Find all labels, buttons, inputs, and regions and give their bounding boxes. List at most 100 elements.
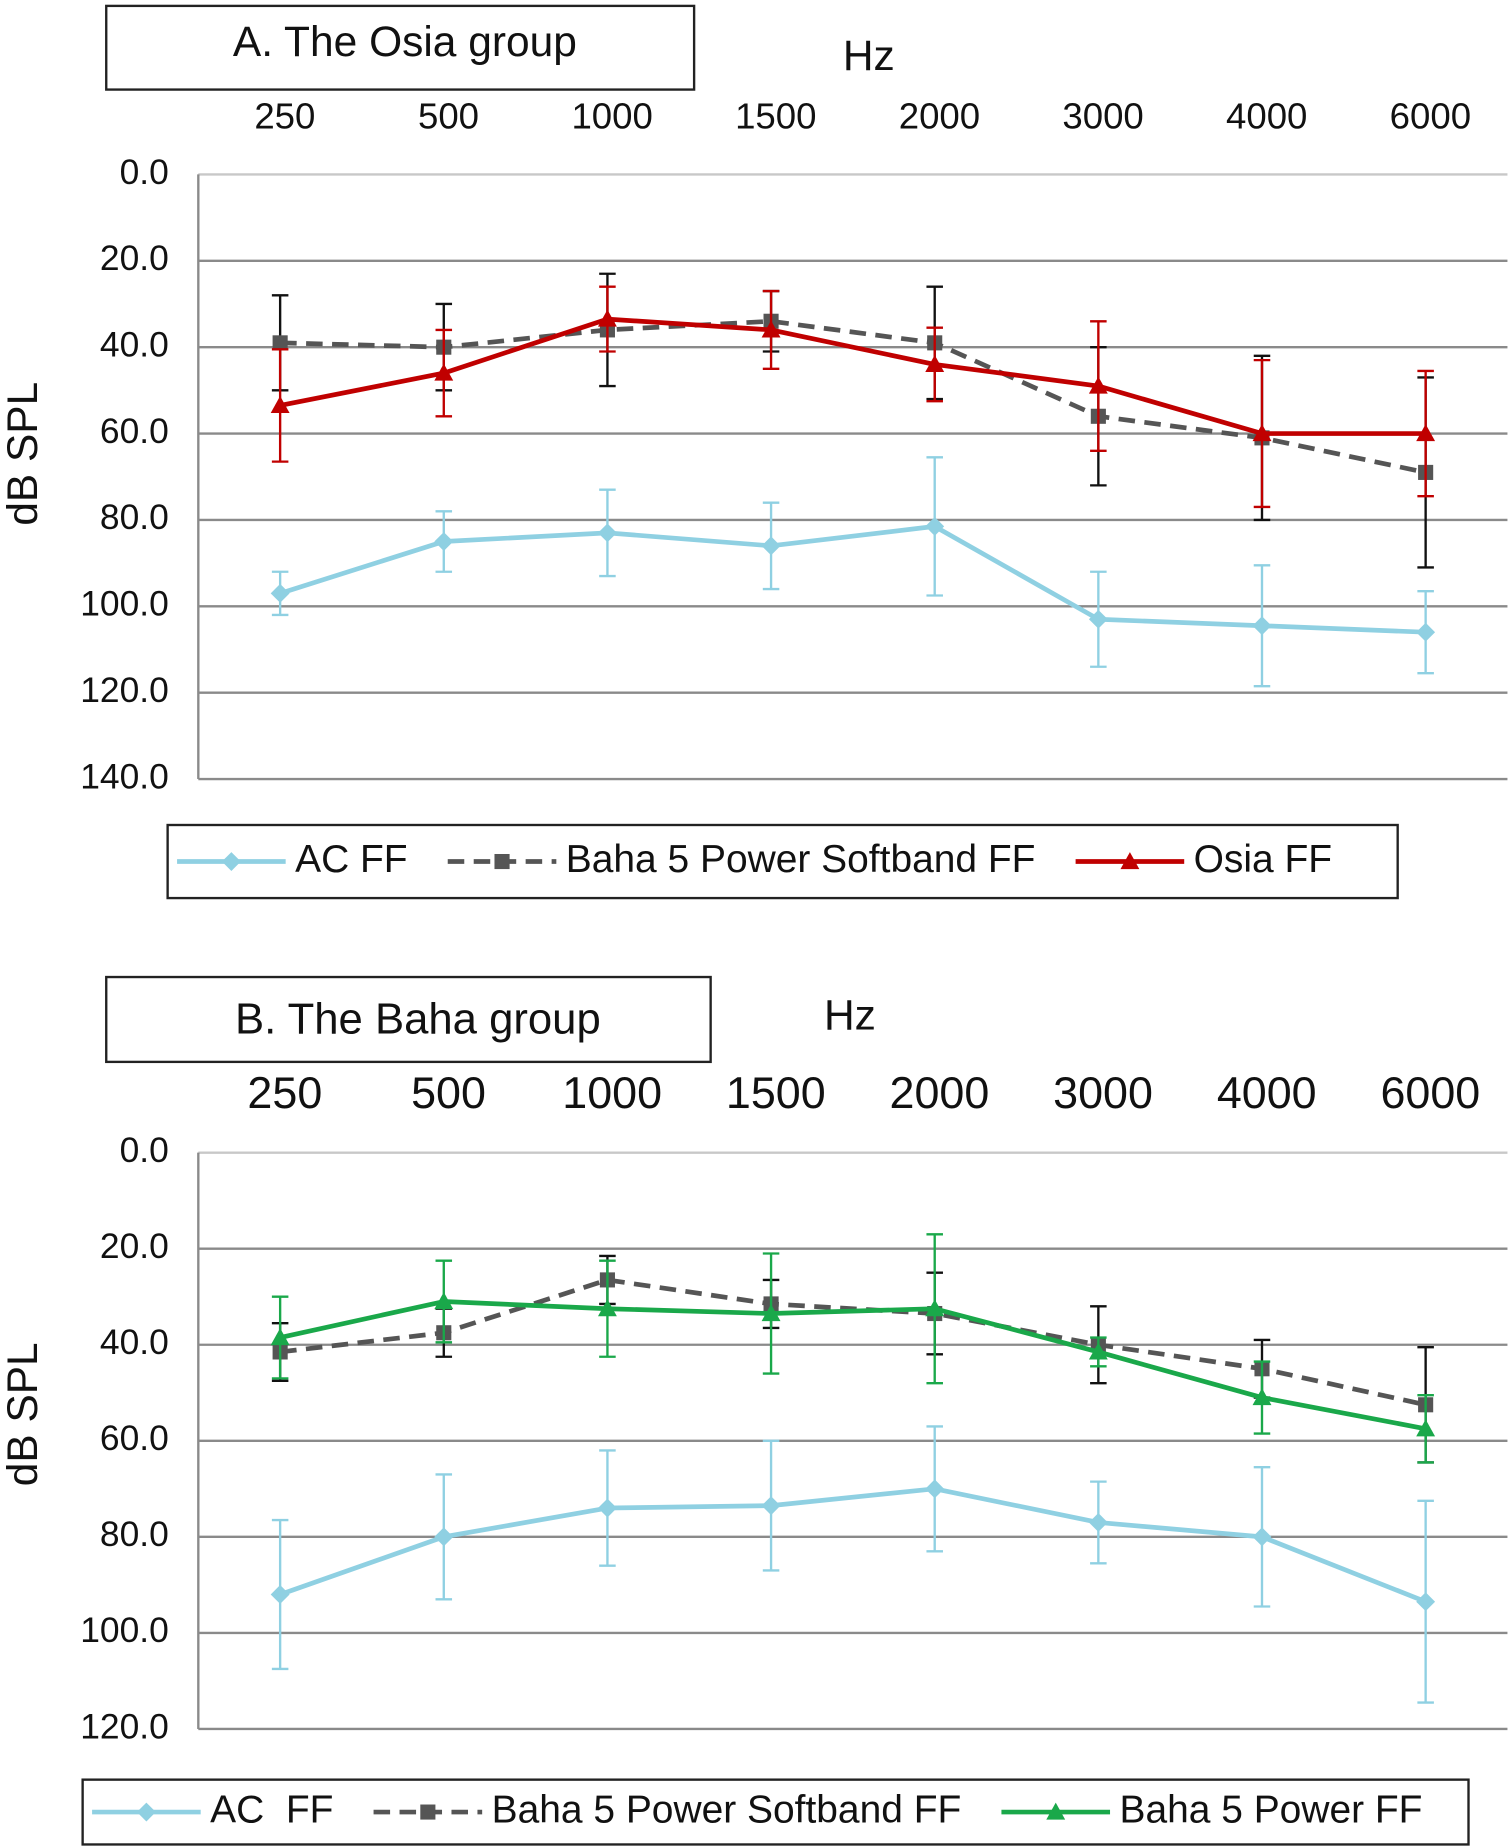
- x-tick-label: 1000: [562, 1068, 662, 1118]
- series-line: [280, 318, 1427, 475]
- data-point: [1416, 1592, 1436, 1612]
- chart-title: B. The Baha group: [235, 994, 601, 1043]
- data-point: [925, 355, 945, 372]
- series-line: [279, 524, 1426, 635]
- y-tick-label: 40.0: [100, 1323, 169, 1362]
- x-tick-label: 250: [247, 1068, 322, 1118]
- y-tick-label: 120.0: [80, 1707, 169, 1746]
- series: [270, 1425, 1436, 1704]
- x-tick-label: 500: [418, 96, 479, 137]
- legend: AC FF Baha 5 Power Softband FF Osia FF: [166, 823, 1399, 900]
- data-point: [1252, 616, 1272, 636]
- series-line: [279, 1277, 1427, 1408]
- x-tick-label: 6000: [1390, 96, 1471, 137]
- x-tick-label: 3000: [1053, 1068, 1153, 1118]
- x-tick-label: 2000: [890, 1068, 990, 1118]
- series: [270, 285, 1436, 509]
- data-point: [1416, 1419, 1436, 1437]
- legend-marker: [1046, 1802, 1066, 1820]
- data-point: [1416, 622, 1436, 642]
- y-tick-label: 80.0: [100, 498, 169, 537]
- chart-panel: A. The Osia group Hz dB SPL 0.0 20.0 40.0 60.0…: [0, 4, 1508, 900]
- data-point: [1252, 1527, 1272, 1547]
- y-tick-label: 20.0: [100, 1227, 169, 1266]
- x-tick-label: 500: [411, 1068, 486, 1118]
- legend-label: Baha 5 Power Softband FF: [566, 838, 1036, 881]
- data-point: [434, 1527, 454, 1547]
- legend-marker: [494, 853, 510, 870]
- data-point: [597, 309, 617, 327]
- data-point: [272, 335, 288, 351]
- y-tick-label: 100.0: [80, 1611, 169, 1650]
- x-tick-label: 250: [254, 96, 315, 137]
- legend-box: [166, 823, 1399, 900]
- data-point: [270, 1585, 290, 1604]
- data-point: [761, 1304, 781, 1322]
- series: [270, 1233, 1436, 1464]
- data-point: [761, 320, 781, 338]
- data-point: [597, 1299, 617, 1317]
- legend: AC FF Baha 5 Power Softband FF Baha 5 Powe…: [81, 1778, 1470, 1846]
- y-tick-label: 100.0: [80, 585, 169, 624]
- series-line: [279, 316, 1426, 436]
- data-point: [597, 523, 617, 543]
- data-point: [1088, 609, 1108, 629]
- x-tick-label: 6000: [1380, 1068, 1480, 1118]
- legend-label: AC FF: [295, 838, 407, 881]
- legend-marker: [221, 852, 241, 871]
- y-tick-label: 60.0: [100, 412, 169, 451]
- legend-label: Baha 5 Power Softband FF: [492, 1788, 962, 1831]
- series: [270, 456, 1436, 688]
- legend-box: [81, 1778, 1470, 1846]
- data-point: [434, 363, 454, 381]
- y-axis-label: dB SPL: [0, 382, 46, 526]
- data-point: [925, 1299, 945, 1317]
- data-point: [434, 532, 454, 551]
- data-point: [1252, 424, 1272, 442]
- legend-marker: [1120, 852, 1140, 870]
- x-axis-label: Hz: [843, 32, 895, 79]
- data-point: [434, 1292, 454, 1310]
- y-tick-label: 60.0: [100, 1419, 169, 1458]
- data-point: [270, 396, 290, 414]
- x-tick-label: 4000: [1226, 96, 1307, 137]
- y-tick-label: 120.0: [80, 671, 169, 710]
- x-tick-label: 1000: [571, 96, 652, 137]
- data-point: [270, 1328, 290, 1346]
- legend-label: Osia FF: [1194, 838, 1332, 881]
- title-box: [105, 975, 712, 1064]
- y-tick-label: 0.0: [120, 153, 169, 192]
- data-point: [761, 536, 781, 556]
- y-tick-label: 140.0: [80, 757, 169, 796]
- series: [271, 1254, 1434, 1464]
- chart-title: A. The Osia group: [233, 18, 577, 65]
- x-axis-label: Hz: [824, 992, 876, 1039]
- y-axis-label: dB SPL: [0, 1342, 46, 1486]
- y-tick-label: 40.0: [100, 326, 169, 365]
- data-point: [597, 1498, 617, 1518]
- data-point: [1088, 1342, 1108, 1360]
- data-point: [925, 1479, 945, 1499]
- series-line: [279, 1486, 1427, 1604]
- data-point: [270, 583, 290, 603]
- y-tick-label: 20.0: [100, 239, 169, 278]
- x-tick-label: 3000: [1062, 96, 1143, 137]
- y-tick-label: 80.0: [100, 1515, 169, 1554]
- legend-label: Baha 5 Power FF: [1119, 1788, 1422, 1831]
- data-point: [1088, 1513, 1108, 1532]
- legend-marker: [136, 1802, 156, 1822]
- data-point: [1252, 1388, 1272, 1406]
- data-point: [1416, 424, 1436, 442]
- x-tick-label: 1500: [726, 1068, 826, 1118]
- series-line: [279, 1299, 1427, 1432]
- data-point: [761, 1496, 781, 1516]
- x-tick-label: 2000: [899, 96, 980, 137]
- legend-label: AC FF: [210, 1788, 333, 1831]
- x-tick-label: 4000: [1217, 1068, 1317, 1118]
- data-point: [1088, 376, 1108, 394]
- chart-panel: B. The Baha group Hz dB SPL 0.0 20.0 40.0 60.0…: [0, 975, 1508, 1846]
- title-box: [105, 4, 696, 91]
- y-tick-label: 0.0: [120, 1131, 169, 1170]
